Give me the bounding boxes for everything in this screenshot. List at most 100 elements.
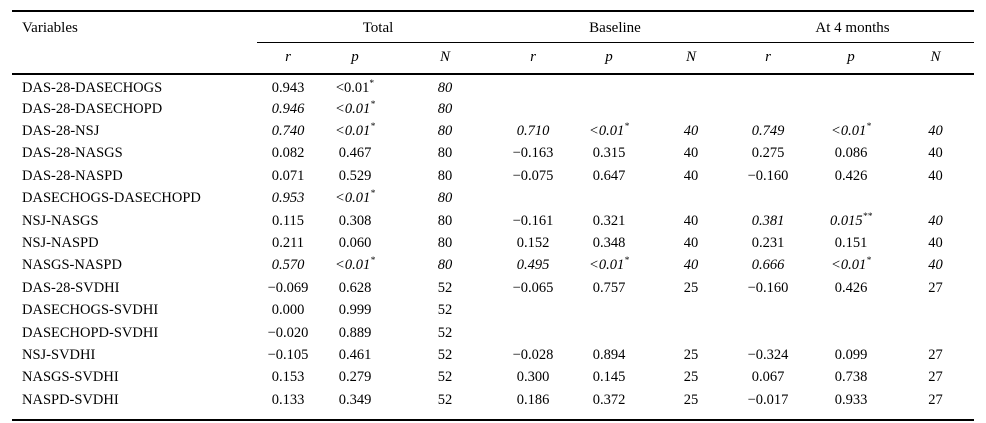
row-variable-label: DAS-28-SVDHI (22, 279, 120, 296)
data-cell-at-4-months-r: −0.160 (731, 277, 805, 299)
data-cell-baseline-p (567, 74, 651, 98)
data-cell-total-n: 80 (391, 74, 499, 98)
significance-marker: * (624, 256, 629, 267)
data-cell-total-r: 0.570 (257, 255, 319, 277)
data-cell-baseline-r (499, 74, 567, 98)
data-cell-baseline-r: 0.300 (499, 367, 567, 389)
data-cell-at-4-months-p (805, 74, 897, 98)
data-cell-at-4-months-r (731, 188, 805, 210)
table-row: NSJ-NASPD 0.211 0.060 80 0.152 0.348 40 0.231 0.… (12, 232, 974, 254)
data-cell-at-4-months-p: 0.933 (805, 389, 897, 411)
significance-marker: * (369, 79, 375, 90)
cell-value: 0.495 (516, 257, 550, 274)
cell-value: 40 (928, 167, 943, 184)
data-cell-at-4-months-r: −0.017 (731, 389, 805, 411)
cell-value: <0.01 (335, 257, 371, 274)
significance-marker: * (866, 122, 871, 133)
data-cell-total-p: 0.999 (319, 300, 391, 322)
cell-value: 80 (437, 80, 453, 96)
data-cell-baseline-n: 40 (651, 255, 731, 277)
data-cell-total-r: 0.071 (257, 165, 319, 187)
data-cell-at-4-months-r (731, 322, 805, 344)
data-cell-baseline-n: 25 (651, 277, 731, 299)
data-cell-at-4-months-p: 0.738 (805, 367, 897, 389)
cell-value: 27 (928, 391, 943, 408)
group-header-baseline: Baseline (499, 12, 731, 43)
data-cell-baseline-n: 40 (651, 120, 731, 142)
data-cell-total-p: <0.01* (319, 74, 391, 98)
cell-value: −0.069 (267, 279, 309, 296)
table-row: DAS-28-NASGS 0.082 0.467 80 −0.163 0.315 40 0.2… (12, 143, 974, 165)
data-cell-total-r: 0.000 (257, 300, 319, 322)
data-cell-baseline-r (499, 98, 567, 120)
data-cell-baseline-p (567, 300, 651, 322)
table-row: DASECHOGS-DASECHOPD 0.953 <0.01* 80 (12, 188, 974, 210)
data-cell-total-p: 0.461 (319, 344, 391, 366)
variables-column-header: Variables (12, 12, 257, 75)
cell-value: 0.461 (338, 346, 372, 363)
data-cell-baseline-p: 0.372 (567, 389, 651, 411)
data-cell-total-p: 0.529 (319, 165, 391, 187)
cell-value: 0.943 (271, 80, 305, 96)
cell-value: 0.426 (834, 279, 868, 296)
significance-marker: * (866, 256, 871, 267)
cell-value: −0.075 (512, 167, 554, 184)
cell-value: 0.060 (338, 235, 372, 252)
group-header-at-4-months: At 4 months (731, 12, 975, 43)
row-variable-label: DAS-28-DASECHOGS (22, 80, 163, 96)
cell-value: 0.757 (592, 279, 626, 296)
row-variable-label: DAS-28-NASPD (22, 167, 123, 184)
table-body: DAS-28-DASECHOGS 0.943 <0.01* 80 DAS-28-DASE… (12, 74, 974, 411)
cell-value: 0.570 (271, 257, 305, 274)
data-cell-at-4-months-p: 0.015** (805, 210, 897, 232)
data-cell-baseline-n: 40 (651, 143, 731, 165)
data-cell-at-4-months-r: 0.749 (731, 120, 805, 142)
data-cell-at-4-months-r (731, 300, 805, 322)
cell-value: <0.01 (335, 80, 370, 96)
cell-value: 80 (437, 145, 453, 162)
total-n-header: N (391, 42, 499, 75)
table-row: DAS-28-NASPD 0.071 0.529 80 −0.075 0.647 40 −0.… (12, 165, 974, 187)
data-cell-total-p: <0.01* (319, 98, 391, 120)
cell-value: 80 (437, 257, 453, 274)
cell-value: 0.186 (516, 391, 550, 408)
data-cell-baseline-n: 25 (651, 367, 731, 389)
table-row: NASPD-SVDHI 0.133 0.349 52 0.186 0.372 25 −0.01… (12, 389, 974, 411)
table-row: DASECHOGS-SVDHI 0.000 0.999 52 (12, 300, 974, 322)
data-cell-total-n: 80 (391, 232, 499, 254)
cell-value: −0.065 (512, 279, 554, 296)
cell-value: <0.01 (589, 123, 625, 140)
cell-value: 80 (437, 100, 453, 117)
data-cell-baseline-p: 0.321 (567, 210, 651, 232)
data-cell-baseline-r (499, 322, 567, 344)
data-cell-total-p: <0.01* (319, 120, 391, 142)
table-row: NASGS-SVDHI 0.153 0.279 52 0.300 0.145 25 0.067… (12, 367, 974, 389)
data-cell-total-r: 0.082 (257, 143, 319, 165)
data-cell-total-n: 80 (391, 98, 499, 120)
data-cell-baseline-r: 0.152 (499, 232, 567, 254)
data-cell-total-n: 80 (391, 255, 499, 277)
cell-value: 40 (683, 123, 699, 140)
row-variable-label: DASECHOPD-SVDHI (22, 324, 159, 341)
data-cell-total-n: 80 (391, 210, 499, 232)
data-cell-baseline-r: 0.495 (499, 255, 567, 277)
data-cell-baseline-r: 0.710 (499, 120, 567, 142)
cell-value: 0.372 (592, 391, 626, 408)
cell-value: 25 (683, 369, 699, 386)
data-cell-total-p: <0.01* (319, 255, 391, 277)
cell-value: 52 (437, 391, 453, 408)
cell-value: 80 (437, 212, 453, 229)
data-cell-at-4-months-p (805, 322, 897, 344)
cell-value: 40 (683, 212, 699, 229)
data-cell-at-4-months-r (731, 98, 805, 120)
data-cell-baseline-n (651, 98, 731, 120)
correlation-table: Variables Total Baseline At 4 months r p… (12, 10, 975, 422)
cell-value: −0.161 (512, 212, 554, 229)
cell-value: <0.01 (589, 257, 625, 274)
cell-value: 40 (683, 145, 699, 162)
cell-value: 0.151 (834, 235, 868, 252)
cell-value: 27 (928, 369, 943, 386)
data-cell-total-n: 52 (391, 367, 499, 389)
cell-value: 0.015 (829, 212, 863, 229)
data-cell-at-4-months-n: 27 (897, 389, 974, 411)
